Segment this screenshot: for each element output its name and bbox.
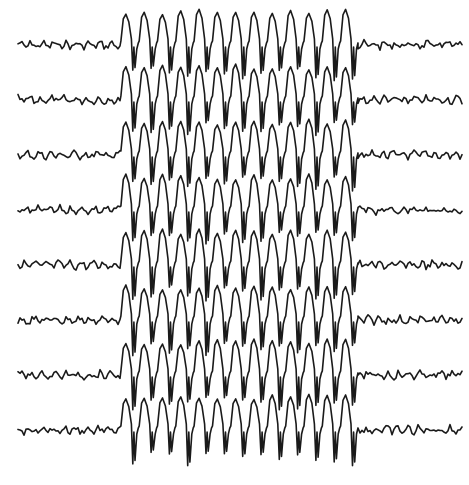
eeg-channel-trace-2 [17, 63, 463, 137]
eeg-channel-trace-1 [17, 8, 463, 82]
eeg-channel-trace-7 [17, 338, 463, 411]
eeg-channel-trace-5 [17, 228, 463, 302]
eeg-channel-trace-3 [17, 118, 463, 192]
eeg-channel-trace-4 [17, 173, 463, 245]
eeg-channel-trace-6 [17, 284, 463, 357]
eeg-channel-trace-8 [17, 393, 463, 467]
